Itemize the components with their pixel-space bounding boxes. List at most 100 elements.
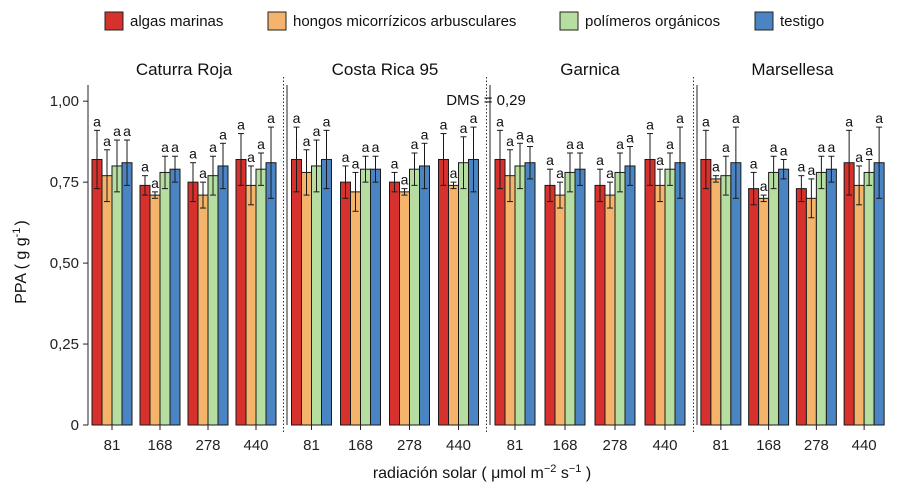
bar bbox=[419, 165, 430, 426]
bar bbox=[255, 168, 267, 426]
significance-letter: a bbox=[750, 155, 758, 171]
significance-letter: a bbox=[237, 117, 245, 133]
significance-letter: a bbox=[676, 110, 684, 126]
bar bbox=[159, 171, 171, 426]
significance-letter: a bbox=[151, 175, 159, 191]
bar bbox=[863, 171, 875, 426]
significance-letter: a bbox=[161, 139, 169, 155]
x-tick-label: 440 bbox=[852, 437, 877, 454]
x-axis-title-part-3: s bbox=[556, 465, 568, 482]
x-tick-label: 81 bbox=[303, 437, 320, 454]
bar bbox=[825, 168, 837, 426]
significance-letter: a bbox=[596, 152, 604, 168]
significance-letter: a bbox=[875, 110, 883, 126]
bar bbox=[301, 171, 312, 426]
significance-letter: a bbox=[199, 165, 207, 181]
significance-letter: a bbox=[460, 120, 468, 136]
legend-label: hongos micorrízicos arbusculares bbox=[293, 13, 516, 30]
significance-letter: a bbox=[506, 133, 514, 149]
bar bbox=[720, 175, 732, 426]
significance-letter: a bbox=[770, 139, 778, 155]
y-axis-title-end: ) bbox=[13, 220, 30, 225]
bar bbox=[265, 162, 277, 426]
significance-letter: a bbox=[616, 136, 624, 152]
bar bbox=[514, 165, 526, 426]
significance-letter: a bbox=[391, 155, 399, 171]
x-tick-label: 440 bbox=[446, 437, 471, 454]
bar bbox=[873, 162, 885, 426]
bar bbox=[494, 158, 506, 426]
x-tick-label: 278 bbox=[195, 437, 220, 454]
significance-letter: a bbox=[103, 133, 111, 149]
significance-letter: a bbox=[797, 159, 805, 175]
bar bbox=[524, 162, 536, 426]
bar bbox=[389, 181, 400, 426]
bar bbox=[121, 162, 133, 426]
significance-letter: a bbox=[313, 123, 321, 139]
significance-letter: a bbox=[646, 117, 654, 133]
bar bbox=[795, 188, 807, 426]
significance-letter: a bbox=[666, 136, 674, 152]
bar bbox=[139, 184, 151, 426]
bar bbox=[644, 158, 656, 426]
bar bbox=[91, 158, 103, 426]
legend-swatch bbox=[267, 11, 287, 31]
bar bbox=[111, 165, 123, 426]
bar bbox=[700, 158, 712, 426]
significance-letter: a bbox=[362, 139, 370, 155]
bar bbox=[438, 158, 449, 426]
significance-letter: a bbox=[421, 126, 429, 142]
significance-letter: a bbox=[712, 159, 720, 175]
x-tick-label: 168 bbox=[348, 437, 373, 454]
x-tick-label: 81 bbox=[713, 437, 730, 454]
bar bbox=[235, 158, 247, 426]
bar bbox=[710, 178, 722, 426]
bar bbox=[815, 171, 827, 426]
significance-letter: a bbox=[123, 123, 131, 139]
dms-annotation: DMS = 0,29 bbox=[446, 92, 526, 109]
bar bbox=[370, 168, 381, 426]
bar bbox=[245, 184, 257, 426]
x-tick-label: 81 bbox=[104, 437, 121, 454]
bar bbox=[730, 162, 742, 426]
y-axis-title-sup: -1 bbox=[11, 228, 23, 238]
x-tick-label: 278 bbox=[602, 437, 627, 454]
significance-letter: a bbox=[189, 146, 197, 162]
significance-letter: a bbox=[372, 139, 380, 155]
significance-letter: a bbox=[303, 133, 311, 149]
significance-letter: a bbox=[576, 136, 584, 152]
x-axis-title: radiación solar ( μmol m−2 s−1 ) bbox=[373, 463, 591, 482]
significance-letter: a bbox=[827, 139, 835, 155]
significance-letter: a bbox=[141, 159, 149, 175]
significance-letter: a bbox=[450, 165, 458, 181]
panel-title: Costa Rica 95 bbox=[332, 60, 439, 79]
bar bbox=[101, 175, 113, 426]
bar bbox=[399, 191, 410, 426]
significance-letter: a bbox=[526, 130, 534, 146]
significance-letter: a bbox=[780, 142, 788, 158]
x-tick-label: 278 bbox=[397, 437, 422, 454]
significance-letter: a bbox=[93, 113, 101, 129]
bar bbox=[594, 184, 606, 426]
x-tick-label: 440 bbox=[652, 437, 677, 454]
bar bbox=[291, 158, 302, 426]
significance-letter: a bbox=[342, 149, 350, 165]
bar bbox=[805, 197, 817, 426]
bar bbox=[574, 168, 586, 426]
bar bbox=[340, 181, 351, 426]
bar bbox=[409, 168, 420, 426]
bar bbox=[843, 162, 855, 426]
significance-letter: a bbox=[566, 136, 574, 152]
significance-letter: a bbox=[267, 110, 275, 126]
x-axis-title-part-2: −2 bbox=[544, 463, 557, 475]
x-axis-title-part-1: radiación solar ( μmol m bbox=[373, 465, 544, 482]
significance-letter: a bbox=[323, 113, 331, 129]
x-tick-label: 168 bbox=[756, 437, 781, 454]
legend-swatch bbox=[754, 11, 774, 31]
bar bbox=[321, 158, 332, 426]
significance-letter: a bbox=[817, 139, 825, 155]
